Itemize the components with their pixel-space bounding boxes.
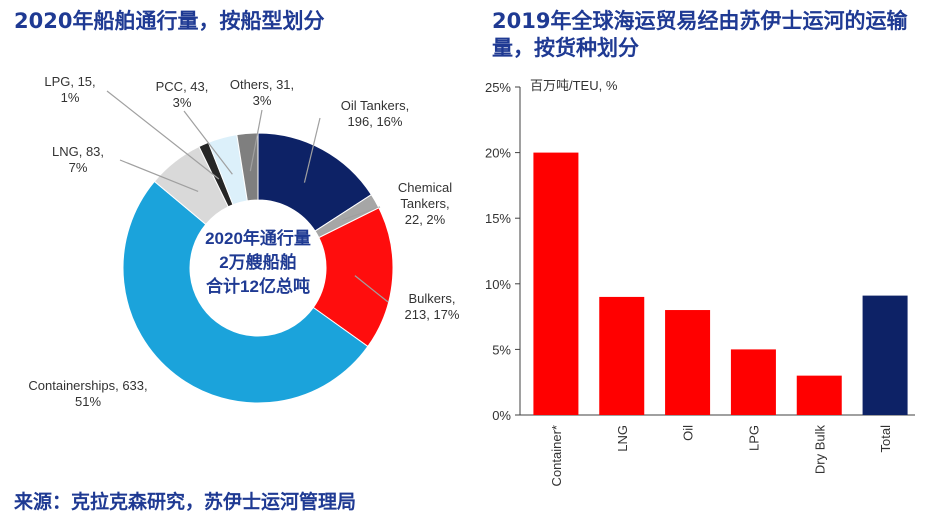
- pie-slice-others: [236, 132, 259, 202]
- pie-label-others: Others, 31, 3%: [230, 77, 294, 108]
- pie-chart-title: 2020年船舶通行量，按船型划分: [14, 9, 325, 33]
- bar-container: [533, 152, 579, 415]
- y-tick-label: 20%: [485, 146, 511, 161]
- bar-oil: [665, 310, 711, 415]
- bar-chart: 百万吨/TEU, % 0% 5% 10% 15% 20% 25% Container* LNG O…: [485, 78, 915, 486]
- pie-label-containerships: Containerships, 633, 51%: [28, 378, 147, 409]
- donut-center-text: 合计12亿总吨: [206, 276, 310, 296]
- donut-chart: Oil Tankers, 196, 16% Chemical Tankers, 22, …: [28, 74, 460, 409]
- y-tick-label: 10%: [485, 277, 511, 292]
- leader-line: [354, 275, 389, 303]
- bar-dry-bulk: [796, 375, 842, 415]
- x-tick-label: Container*: [549, 425, 564, 486]
- x-tick-label: Oil: [681, 425, 696, 441]
- source-note: 来源：克拉克森研究，苏伊士运河管理局: [14, 491, 357, 513]
- y-tick-label: 15%: [485, 211, 511, 226]
- donut-center-text: 2020年通行量: [205, 228, 311, 248]
- bar-chart-title: 2019年全球海运贸易经由苏伊士运河的运输量，按货种划分: [492, 9, 908, 60]
- x-tick-label: Total: [878, 425, 893, 453]
- y-tick-label: 0%: [492, 408, 511, 423]
- y-tick-label: 25%: [485, 80, 511, 95]
- leader-line: [183, 110, 233, 175]
- bar-lpg: [730, 349, 776, 415]
- pie-label-chemical-tankers: Chemical Tankers, 22, 2%: [398, 180, 452, 227]
- leader-line: [106, 90, 220, 180]
- x-tick-label: Dry Bulk: [812, 425, 827, 475]
- pie-label-pcc: PCC, 43, 3%: [156, 79, 209, 110]
- pie-label-oil-tankers: Oil Tankers, 196, 16%: [341, 98, 409, 129]
- y-axis-label: 百万吨/TEU, %: [530, 78, 618, 93]
- pie-slice-containerships: [122, 180, 369, 404]
- leader-line: [342, 206, 381, 221]
- pie-label-lng: LNG, 83, 7%: [52, 144, 104, 175]
- pie-slice-bulkers: [312, 207, 394, 348]
- bar-total: [862, 295, 908, 415]
- donut-hole: [191, 201, 325, 335]
- donut-center-text: 2万艘船舶: [219, 252, 296, 272]
- x-tick-label: LNG: [615, 425, 630, 452]
- leader-line: [119, 159, 199, 192]
- bar-lng: [599, 296, 645, 415]
- y-tick-label: 5%: [492, 342, 511, 357]
- pie-label-lpg: LPG, 15, 1%: [44, 74, 95, 105]
- pie-label-bulkers: Bulkers, 213, 17%: [405, 291, 460, 322]
- leader-line: [303, 117, 321, 183]
- x-tick-label: LPG: [746, 425, 761, 451]
- leader-line: [249, 109, 263, 172]
